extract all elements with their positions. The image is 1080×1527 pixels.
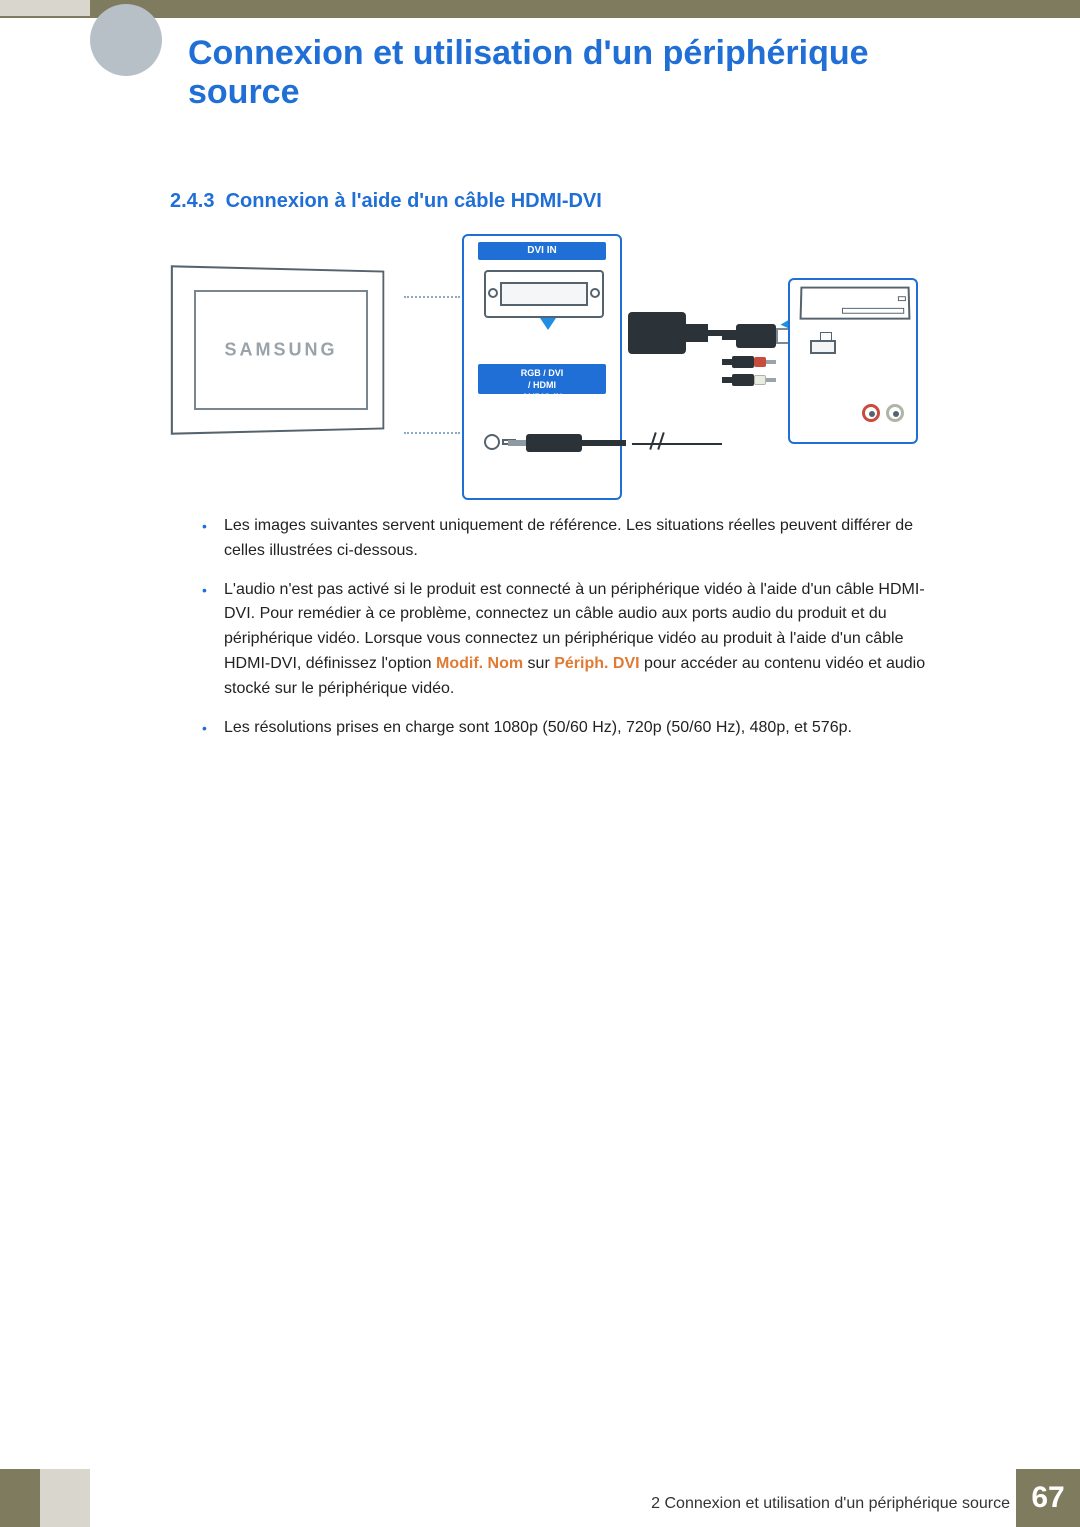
footer-mark bbox=[0, 1469, 40, 1527]
cable-line-icon bbox=[632, 443, 722, 445]
note-text: Les résolutions prises en charge sont 10… bbox=[224, 719, 852, 736]
footer-chapter-label: 2 Connexion et utilisation d'un périphér… bbox=[651, 1495, 1010, 1513]
monitor-brand-label: SAMSUNG bbox=[224, 340, 337, 361]
port-label-line: AUDIO IN bbox=[478, 391, 606, 403]
list-item: Les résolutions prises en charge sont 10… bbox=[224, 716, 944, 741]
port-label-dvi-in: DVI IN bbox=[478, 242, 606, 260]
dvd-player-icon bbox=[800, 287, 911, 320]
audio-cable-plug-icon bbox=[508, 430, 628, 460]
document-page: Connexion et utilisation d'un périphériq… bbox=[0, 0, 1080, 1527]
cable-break-icon bbox=[652, 322, 670, 340]
ui-term: Périph. DVI bbox=[554, 655, 639, 672]
hdmi-socket-icon bbox=[810, 340, 836, 354]
port-label-line: RGB / DVI bbox=[478, 367, 606, 379]
section-title: Connexion à l'aide d'un câble HDMI-DVI bbox=[226, 190, 602, 212]
rca-socket-white-icon bbox=[886, 404, 904, 422]
header-bar bbox=[0, 0, 1080, 18]
section-heading: 2.4.3 Connexion à l'aide d'un câble HDMI… bbox=[170, 190, 602, 213]
note-text: sur bbox=[523, 655, 554, 672]
dashed-line-icon bbox=[404, 296, 460, 298]
connection-diagram: SAMSUNG DVI IN RGB / DVI / HDMI AUDIO IN bbox=[170, 234, 920, 509]
page-footer: 2 Connexion et utilisation d'un périphér… bbox=[0, 1469, 1080, 1527]
rca-socket-red-icon bbox=[862, 404, 880, 422]
dashed-line-icon bbox=[404, 432, 460, 434]
hdmi-cable-plug-icon bbox=[722, 318, 798, 356]
page-number: 67 bbox=[1016, 1469, 1080, 1527]
section-number: 2.4.3 bbox=[170, 190, 214, 212]
note-text: Les images suivantes servent uniquement … bbox=[224, 517, 913, 559]
source-device-callout bbox=[788, 278, 918, 444]
header-left-stripe bbox=[0, 0, 90, 16]
monitor-back-outline: SAMSUNG bbox=[172, 268, 390, 432]
monitor-port-callout: DVI IN RGB / DVI / HDMI AUDIO IN bbox=[462, 234, 622, 500]
chapter-title: Connexion et utilisation d'un périphériq… bbox=[188, 34, 948, 112]
cable-line-icon bbox=[690, 332, 722, 334]
list-item: Les images suivantes servent uniquement … bbox=[224, 514, 944, 564]
dvi-port-icon bbox=[484, 270, 604, 318]
arrow-down-icon bbox=[540, 318, 556, 330]
port-label-line: / HDMI bbox=[478, 379, 606, 391]
ui-term: Modif. Nom bbox=[436, 655, 523, 672]
port-label-audio-in: RGB / DVI / HDMI AUDIO IN bbox=[478, 364, 606, 394]
cable-break-icon bbox=[652, 432, 670, 450]
chapter-badge bbox=[90, 4, 162, 76]
list-item: L'audio n'est pas activé si le produit e… bbox=[224, 578, 944, 702]
notes-list: Les images suivantes servent uniquement … bbox=[224, 514, 944, 754]
